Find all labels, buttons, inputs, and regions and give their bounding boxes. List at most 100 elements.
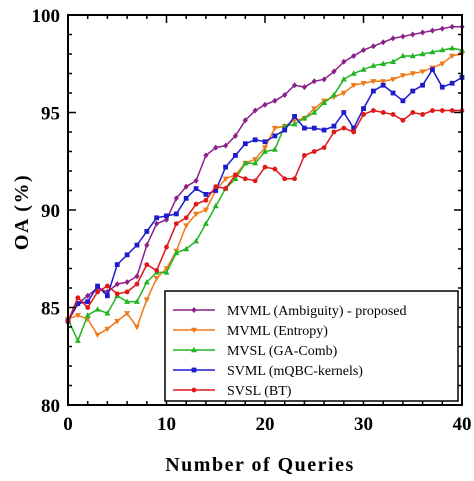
data-point [203, 152, 209, 159]
data-point [360, 66, 367, 72]
data-point [154, 215, 160, 221]
data-point [291, 121, 298, 127]
data-point [262, 145, 268, 151]
data-point [153, 276, 160, 282]
y-axis-title: OA (%) [11, 174, 33, 250]
data-point [173, 249, 180, 256]
data-point [85, 292, 91, 299]
data-point [420, 112, 425, 117]
data-point [420, 82, 425, 88]
data-point [340, 76, 347, 82]
data-point [74, 337, 81, 343]
data-point [252, 160, 259, 166]
data-point [419, 69, 426, 75]
data-point [222, 176, 229, 182]
data-point [390, 58, 397, 64]
data-point [331, 123, 337, 129]
y-tick-label: 90 [41, 201, 60, 222]
data-point [213, 144, 219, 151]
data-point [242, 160, 249, 166]
legend-marker [191, 327, 197, 334]
data-point [85, 305, 91, 310]
data-point [292, 114, 297, 119]
data-point [223, 142, 229, 149]
data-point [213, 188, 219, 193]
data-point [439, 46, 446, 53]
x-tick-label: 30 [354, 414, 373, 435]
data-point [331, 68, 337, 75]
data-point [380, 110, 386, 115]
data-point [311, 125, 317, 131]
data-point [439, 108, 445, 113]
data-point [282, 176, 288, 182]
data-point [94, 306, 101, 312]
y-tick-label: 100 [32, 6, 61, 27]
data-point [351, 125, 357, 131]
data-point [321, 145, 327, 151]
data-point [233, 172, 238, 178]
data-point [399, 52, 406, 59]
data-point [400, 33, 406, 40]
legend: MVML (Ambiguity) - proposed MVML (Entropy… [164, 290, 459, 402]
data-point [114, 291, 120, 297]
data-point [400, 98, 406, 104]
data-point [242, 117, 248, 124]
data-point [271, 125, 278, 132]
data-point [430, 108, 435, 113]
data-point [449, 80, 455, 86]
data-point [193, 177, 199, 184]
data-point [134, 281, 140, 287]
data-point [341, 110, 347, 115]
data-point [302, 153, 307, 158]
data-point [183, 215, 189, 221]
data-point [409, 52, 416, 59]
data-point [232, 132, 239, 139]
data-point [351, 129, 357, 135]
data-point [114, 318, 121, 325]
legend-marker [191, 307, 197, 313]
data-point [380, 39, 386, 46]
data-point [311, 149, 317, 154]
data-point [144, 229, 150, 234]
data-point [233, 153, 238, 158]
x-tick-label: 0 [63, 414, 73, 435]
data-point [272, 166, 278, 172]
data-point [104, 310, 111, 316]
series-1 [65, 51, 465, 338]
data-point [163, 269, 170, 275]
legend-marker [191, 346, 197, 353]
x-tick-label: 20 [256, 414, 275, 435]
data-point [449, 44, 456, 51]
data-point [105, 283, 110, 289]
data-point [341, 125, 347, 131]
data-point [291, 82, 298, 89]
data-point [321, 127, 327, 133]
data-point [202, 207, 209, 214]
data-point [330, 91, 337, 98]
data-point [361, 106, 366, 111]
data-point [94, 332, 101, 338]
data-point [252, 137, 258, 143]
y-tick-label: 95 [41, 104, 60, 125]
data-point [370, 62, 377, 68]
data-point [410, 110, 416, 115]
data-point [351, 52, 357, 59]
data-point [134, 242, 140, 248]
data-point [144, 262, 150, 267]
data-point [173, 221, 179, 227]
data-point [74, 313, 81, 319]
data-point [173, 211, 179, 217]
data-point [124, 252, 130, 258]
data-point [321, 99, 328, 105]
data-point [95, 283, 100, 289]
data-point [340, 90, 347, 97]
data-point [212, 202, 219, 209]
legend-label: MVSL (GA-Comb) [227, 344, 338, 359]
data-point [419, 50, 426, 57]
data-point [223, 164, 228, 170]
data-point [75, 301, 81, 306]
data-point [430, 67, 435, 72]
data-point [124, 311, 131, 317]
data-point [331, 129, 337, 135]
